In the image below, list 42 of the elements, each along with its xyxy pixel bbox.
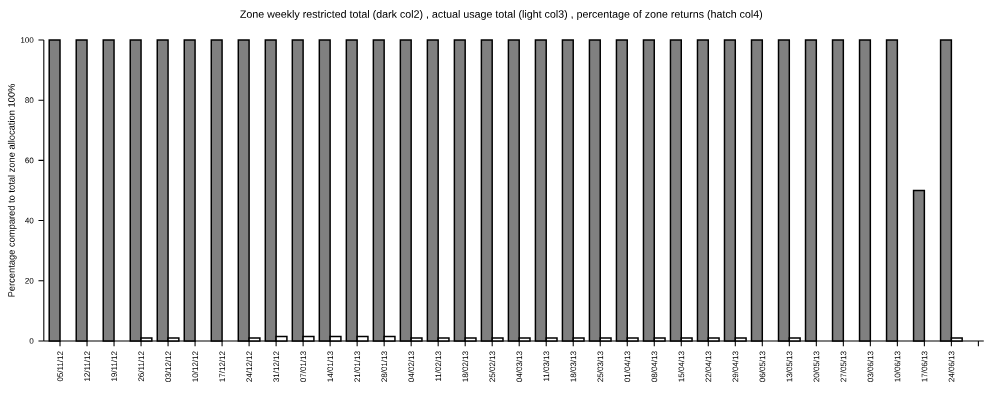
x-tick-label: 22/04/13 bbox=[705, 351, 712, 382]
x-tick-label: 15/04/13 bbox=[678, 351, 685, 382]
x-tick-label: 18/02/13 bbox=[462, 351, 469, 382]
x-tick-label: 05/11/12 bbox=[57, 351, 63, 382]
y-tick-label: 80 bbox=[25, 97, 34, 104]
chart-title: Zone weekly restricted total (dark col2) , actual usage total (light col3) , percentage of zone returns (hatch col4) bbox=[240, 10, 763, 20]
x-tick-label: 11/02/13 bbox=[435, 351, 442, 381]
x-tick-label: 12/11/12 bbox=[84, 351, 90, 381]
x-tick-label: 27/05/13 bbox=[840, 351, 847, 382]
x-tick-label: 03/12/12 bbox=[165, 351, 171, 382]
x-tick-label: 03/06/13 bbox=[867, 351, 874, 382]
x-tick-label: 25/02/13 bbox=[489, 351, 496, 382]
x-tick-label: 10/12/12 bbox=[192, 351, 199, 382]
x-tick-label: 11/03/13 bbox=[543, 351, 550, 381]
x-tick-label: 04/02/13 bbox=[408, 351, 415, 382]
y-tick-label: 20 bbox=[25, 277, 34, 284]
x-tick-label: 24/12/12 bbox=[246, 351, 253, 382]
y-tick-label: 60 bbox=[25, 157, 34, 164]
x-tick-label: 06/05/13 bbox=[759, 351, 766, 382]
x-tick-label: 01/04/13 bbox=[624, 351, 631, 382]
y-tick-label: 40 bbox=[25, 217, 34, 224]
x-tick-label: 20/05/13 bbox=[813, 351, 820, 382]
y-axis-title: Percentage compared to total zone allocation 100% bbox=[7, 83, 17, 297]
x-tick-label: 24/06/13 bbox=[948, 351, 955, 382]
x-tick-label: 08/04/13 bbox=[651, 351, 658, 382]
x-tick-label: 25/03/13 bbox=[597, 351, 604, 382]
x-tick-label: 04/03/13 bbox=[516, 351, 523, 382]
x-tick-label: 19/11/12 bbox=[111, 351, 117, 381]
x-tick-label: 07/01/13 bbox=[300, 351, 307, 382]
x-tick-label: 10/06/13 bbox=[894, 351, 901, 382]
x-tick-label: 14/01/13 bbox=[327, 351, 334, 382]
x-tick-label: 21/01/13 bbox=[354, 351, 361, 382]
x-tick-label: 17/12/12 bbox=[219, 351, 226, 382]
y-tick-label: 0 bbox=[29, 338, 34, 344]
x-tick-label: 18/03/13 bbox=[570, 351, 577, 382]
x-tick-label: 26/11/12 bbox=[138, 351, 144, 382]
x-tick-label: 17/06/13 bbox=[921, 351, 928, 382]
x-tick-label: 29/04/13 bbox=[732, 351, 739, 382]
x-tick-label: 13/05/13 bbox=[786, 351, 793, 382]
y-tick-label: 100 bbox=[21, 37, 34, 43]
x-tick-label: 28/01/13 bbox=[381, 351, 388, 382]
x-tick-label: 31/12/12 bbox=[273, 351, 280, 382]
